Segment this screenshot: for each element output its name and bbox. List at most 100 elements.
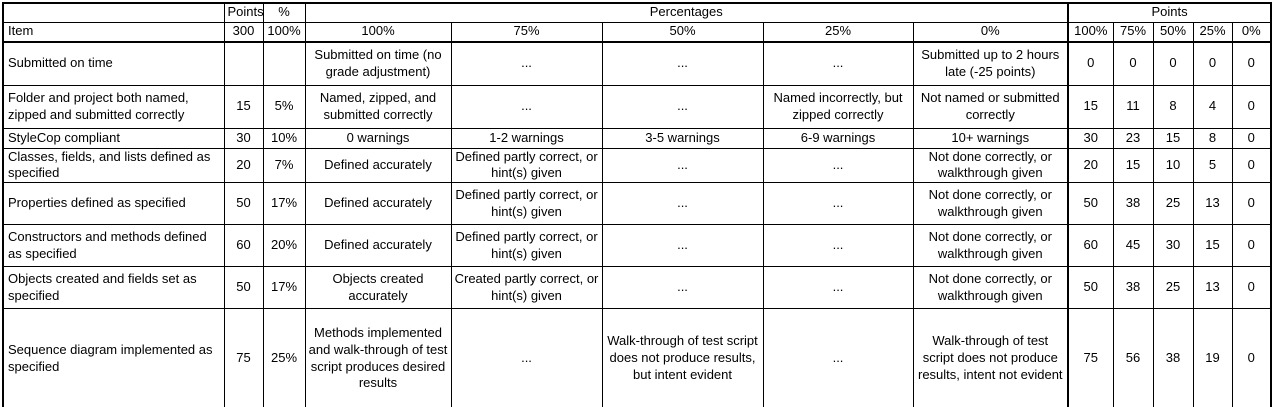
table-row: Folder and project both named, zipped an… bbox=[2, 84, 1272, 129]
cell-item: Sequence diagram implemented as specifie… bbox=[2, 308, 225, 407]
header-pct-level-100: 100% bbox=[304, 21, 452, 43]
cell-pts50: 15 bbox=[1152, 127, 1194, 149]
cell-pct bbox=[262, 41, 306, 86]
cell-pts25: 5 bbox=[1192, 147, 1233, 184]
cell-item: Objects created and fields set as specif… bbox=[2, 266, 225, 310]
table-row: Objects created and fields set as specif… bbox=[2, 266, 1272, 310]
cell-p100: Defined accurately bbox=[304, 224, 452, 268]
cell-pts50: 38 bbox=[1152, 308, 1194, 407]
cell-pct: 10% bbox=[262, 127, 306, 149]
cell-p0: Not done correctly, or walkthrough given bbox=[912, 182, 1069, 226]
cell-pts0: 0 bbox=[1231, 84, 1272, 129]
cell-pts100: 15 bbox=[1067, 84, 1114, 129]
cell-points: 20 bbox=[223, 147, 264, 184]
cell-pts25: 13 bbox=[1192, 182, 1233, 226]
cell-p25: ... bbox=[762, 224, 914, 268]
cell-points: 30 bbox=[223, 127, 264, 149]
cell-p50: ... bbox=[601, 266, 764, 310]
cell-pct: 7% bbox=[262, 147, 306, 184]
cell-p50: ... bbox=[601, 41, 764, 86]
cell-pts25: 13 bbox=[1192, 266, 1233, 310]
cell-pts75: 0 bbox=[1112, 41, 1154, 86]
header-percentages-group: Percentages bbox=[304, 2, 1069, 23]
cell-p25: ... bbox=[762, 266, 914, 310]
cell-pts100: 75 bbox=[1067, 308, 1114, 407]
cell-p75: Defined partly correct, or hint(s) given bbox=[450, 224, 603, 268]
cell-pts75: 11 bbox=[1112, 84, 1154, 129]
header-row-levels: Item 300 100% 100% 75% 50% 25% 0% 100% 7… bbox=[2, 21, 1272, 43]
cell-p100: 0 warnings bbox=[304, 127, 452, 149]
header-pct-level-75: 75% bbox=[450, 21, 603, 43]
cell-p50: ... bbox=[601, 147, 764, 184]
cell-p50: Walk-through of test script does not pro… bbox=[601, 308, 764, 407]
cell-pts25: 4 bbox=[1192, 84, 1233, 129]
cell-pts75: 23 bbox=[1112, 127, 1154, 149]
cell-pts75: 15 bbox=[1112, 147, 1154, 184]
cell-pts0: 0 bbox=[1231, 266, 1272, 310]
cell-p75: ... bbox=[450, 84, 603, 129]
cell-points: 75 bbox=[223, 308, 264, 407]
table-row: Submitted on time Submitted on time (no g… bbox=[2, 41, 1272, 86]
cell-p25: Named incorrectly, but zipped correctly bbox=[762, 84, 914, 129]
cell-pts25: 19 bbox=[1192, 308, 1233, 407]
cell-p100: Submitted on time (no grade adjustment) bbox=[304, 41, 452, 86]
cell-p25: 6-9 warnings bbox=[762, 127, 914, 149]
header-percent-column: % bbox=[262, 2, 306, 23]
cell-p0: Walk-through of test script does not pro… bbox=[912, 308, 1069, 407]
cell-p0: Not done correctly, or walkthrough given bbox=[912, 224, 1069, 268]
cell-p0: Not done correctly, or walkthrough given bbox=[912, 147, 1069, 184]
cell-pts75: 45 bbox=[1112, 224, 1154, 268]
cell-pct: 25% bbox=[262, 308, 306, 407]
cell-pts50: 0 bbox=[1152, 41, 1194, 86]
cell-pts50: 8 bbox=[1152, 84, 1194, 129]
cell-points: 50 bbox=[223, 266, 264, 310]
cell-p75: ... bbox=[450, 308, 603, 407]
cell-pts50: 25 bbox=[1152, 182, 1194, 226]
table-row: Constructors and methods defined as spec… bbox=[2, 224, 1272, 268]
cell-p75: Created partly correct, or hint(s) given bbox=[450, 266, 603, 310]
cell-pts75: 38 bbox=[1112, 266, 1154, 310]
cell-p100: Methods implemented and walk-through of … bbox=[304, 308, 452, 407]
cell-item: StyleCop compliant bbox=[2, 127, 225, 149]
cell-p50: ... bbox=[601, 182, 764, 226]
cell-points: 50 bbox=[223, 182, 264, 226]
cell-pts25: 15 bbox=[1192, 224, 1233, 268]
cell-p50: ... bbox=[601, 84, 764, 129]
table-row: Sequence diagram implemented as specifie… bbox=[2, 308, 1272, 407]
cell-points bbox=[223, 41, 264, 86]
cell-pts50: 10 bbox=[1152, 147, 1194, 184]
cell-p25: ... bbox=[762, 182, 914, 226]
table-row: Properties defined as specified 50 17% Defi… bbox=[2, 182, 1272, 226]
cell-pts0: 0 bbox=[1231, 308, 1272, 407]
cell-p0: Not named or submitted correctly bbox=[912, 84, 1069, 129]
header-pts-level-50: 50% bbox=[1152, 21, 1194, 43]
cell-p75: Defined partly correct, or hint(s) given bbox=[450, 147, 603, 184]
header-pct-level-25: 25% bbox=[762, 21, 914, 43]
header-pct-level-0: 0% bbox=[912, 21, 1069, 43]
header-points-column: Points bbox=[223, 2, 264, 23]
cell-p0: 10+ warnings bbox=[912, 127, 1069, 149]
cell-pts100: 60 bbox=[1067, 224, 1114, 268]
cell-pts100: 50 bbox=[1067, 182, 1114, 226]
cell-p100: Named, zipped, and submitted correctly bbox=[304, 84, 452, 129]
cell-pts0: 0 bbox=[1231, 41, 1272, 86]
header-row-groups: Points % Percentages Points bbox=[2, 2, 1272, 23]
cell-item: Classes, fields, and lists defined as sp… bbox=[2, 147, 225, 184]
cell-p25: ... bbox=[762, 308, 914, 407]
cell-p75: Defined partly correct, or hint(s) given bbox=[450, 182, 603, 226]
rubric-body: Submitted on time Submitted on time (no g… bbox=[2, 41, 1272, 407]
cell-p25: ... bbox=[762, 147, 914, 184]
cell-pct: 5% bbox=[262, 84, 306, 129]
cell-p100: Defined accurately bbox=[304, 147, 452, 184]
cell-pts0: 0 bbox=[1231, 182, 1272, 226]
cell-p50: ... bbox=[601, 224, 764, 268]
cell-p75: ... bbox=[450, 41, 603, 86]
header-percent-total: 100% bbox=[262, 21, 306, 43]
header-pct-level-50: 50% bbox=[601, 21, 764, 43]
cell-pts100: 30 bbox=[1067, 127, 1114, 149]
cell-pct: 17% bbox=[262, 182, 306, 226]
cell-points: 60 bbox=[223, 224, 264, 268]
cell-p0: Not done correctly, or walkthrough given bbox=[912, 266, 1069, 310]
